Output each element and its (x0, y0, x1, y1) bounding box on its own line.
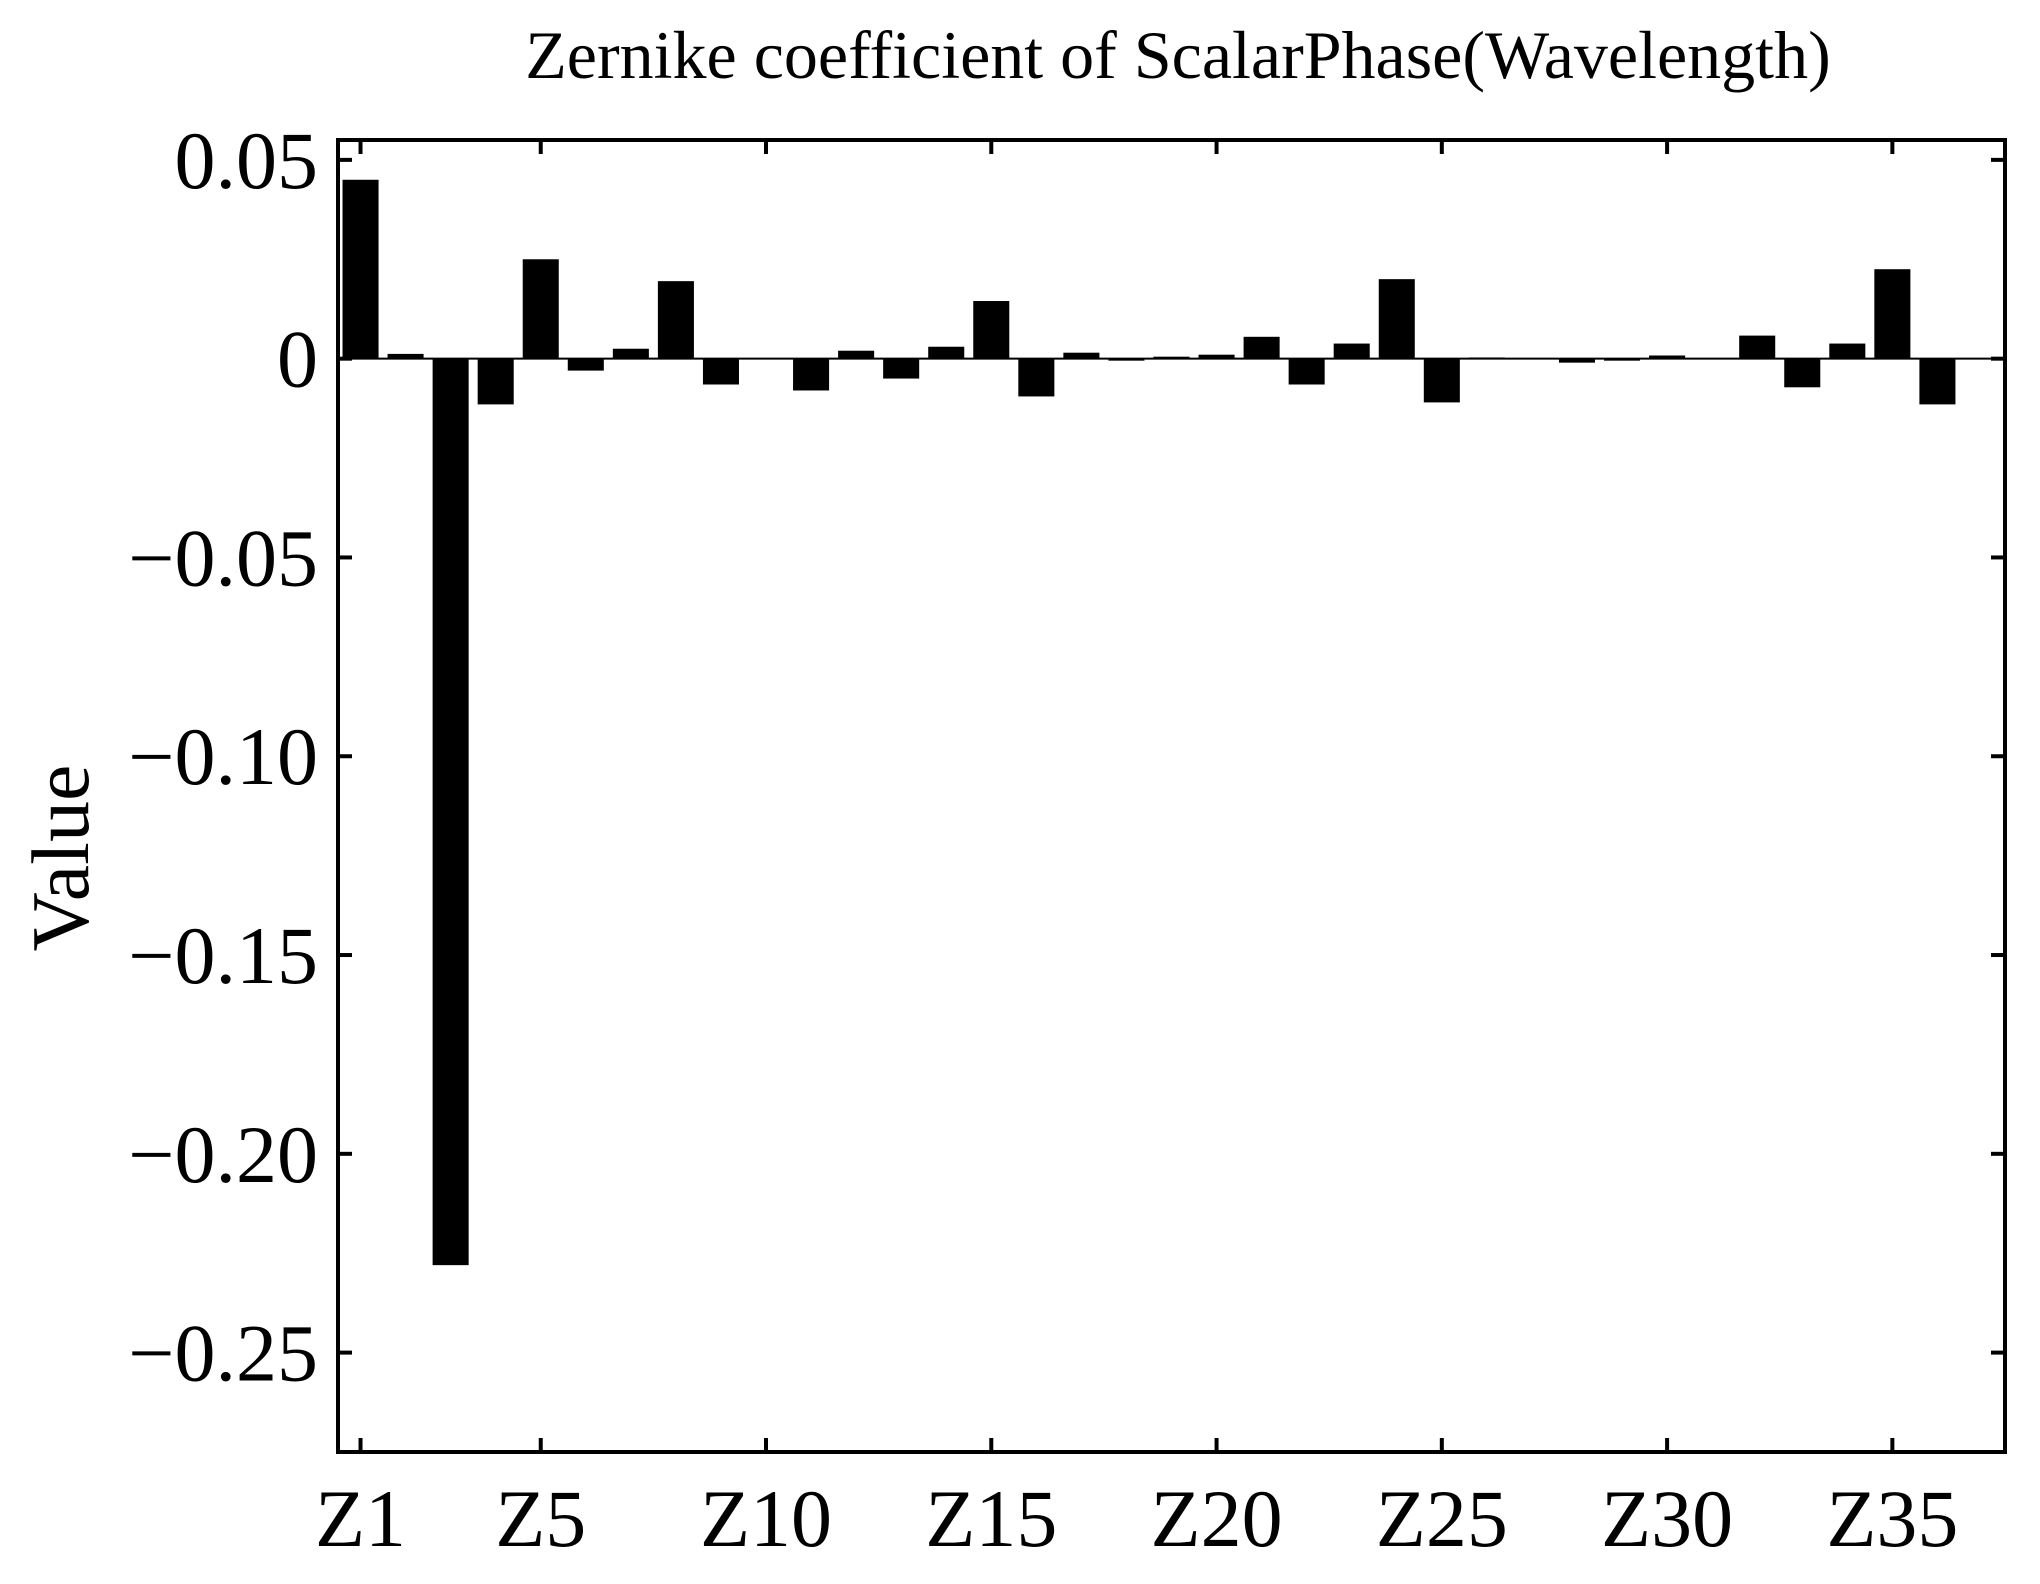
bar-z25 (1423, 358, 1460, 403)
y-tick-label: −0.25 (128, 1308, 318, 1399)
y-tick-label: −0.15 (128, 910, 318, 1001)
y-tick-label: 0.05 (175, 115, 319, 206)
bar-z32 (1739, 335, 1776, 359)
bar-z6 (567, 358, 604, 371)
bars-group (342, 179, 2001, 1266)
bar-z4 (477, 358, 514, 405)
bar-z12 (838, 350, 875, 359)
bar-z24 (1378, 279, 1415, 359)
y-tick-label: −0.10 (128, 711, 318, 802)
axes-frame-group (336, 138, 2007, 1454)
bar-z5 (522, 259, 559, 359)
x-tick-label: Z25 (1376, 1473, 1508, 1564)
x-tick-label: Z20 (1151, 1473, 1283, 1564)
y-ticks-group: 0.05 0 −0.05 −0.10 −0.15 −0.20 −0.25 (128, 115, 2005, 1399)
plot-frame (336, 138, 2007, 1454)
x-tick-label: Z10 (700, 1473, 832, 1564)
x-tick-label: Z15 (925, 1473, 1057, 1564)
bar-z3 (432, 358, 469, 1266)
bar-z16 (1018, 358, 1055, 397)
bar-z8 (657, 281, 694, 359)
x-tick-label: Z1 (315, 1473, 406, 1564)
chart-title: Zernike coefficient of ScalarPhase(Wavel… (525, 17, 1830, 93)
x-ticks-group: Z1 Z5 Z10 Z15 Z20 Z25 Z30 Z35 (315, 140, 1958, 1564)
bar-z33 (1784, 358, 1821, 388)
bar-z22 (1288, 358, 1325, 385)
bar-z13 (883, 358, 920, 379)
bar-z20 (1198, 354, 1235, 359)
bar-z7 (612, 348, 649, 359)
y-tick-label: −0.05 (128, 512, 318, 603)
x-tick-label: Z5 (495, 1473, 586, 1564)
y-tick-label: 0 (277, 314, 318, 405)
y-tick-label: −0.20 (128, 1109, 318, 1200)
bar-z30 (1649, 355, 1686, 359)
y-axis-label: Value (15, 765, 106, 952)
bar-z14 (928, 346, 965, 359)
bar-z11 (793, 358, 830, 391)
bar-z21 (1243, 336, 1280, 359)
bar-z17 (1063, 352, 1100, 359)
bar-z15 (973, 301, 1010, 359)
bar-z23 (1333, 343, 1370, 359)
bar-z28 (1558, 358, 1595, 363)
x-tick-label: Z30 (1601, 1473, 1733, 1564)
bar-z34 (1829, 343, 1866, 359)
bar-z2 (387, 353, 424, 359)
bar-z36 (1919, 358, 1956, 405)
bar-z9 (702, 358, 739, 385)
x-tick-label: Z35 (1826, 1473, 1958, 1564)
bar-z1 (342, 179, 379, 359)
bar-z35 (1874, 269, 1911, 359)
